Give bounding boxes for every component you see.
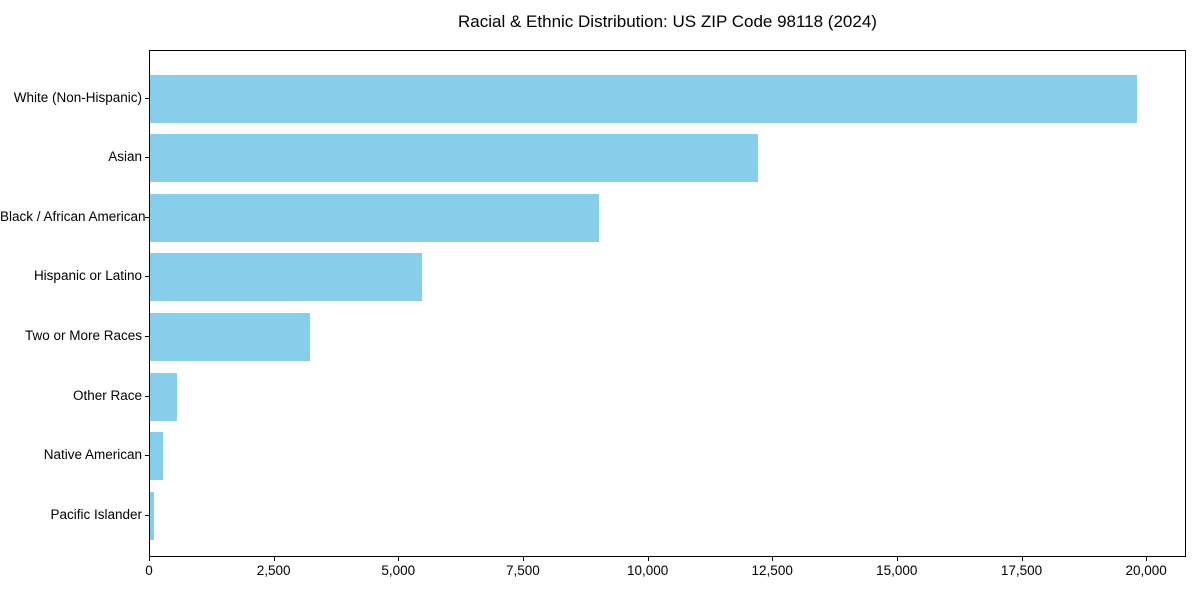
bar-black-african-american — [150, 193, 599, 242]
x-tick-mark — [273, 557, 275, 561]
x-tick-mark — [896, 557, 898, 561]
bar-two-or-more-races — [150, 313, 310, 362]
y-axis-label-asian: Asian — [108, 149, 142, 165]
x-axis-tick-label: 5,000 — [381, 563, 416, 578]
y-tick-mark — [145, 216, 149, 218]
y-tick-mark — [145, 97, 149, 99]
x-axis-tick-label: 2,500 — [256, 563, 291, 578]
y-axis-label-pacific-islander: Pacific Islander — [50, 506, 142, 522]
y-tick-mark — [145, 336, 149, 338]
y-axis-label-two-or-more-races: Two or More Races — [24, 328, 142, 344]
x-axis-tick-label: 12,500 — [751, 563, 793, 578]
x-tick-mark — [647, 557, 649, 561]
bar-asian — [150, 134, 759, 183]
x-tick-mark — [398, 557, 400, 561]
bar-hispanic-or-latino — [150, 253, 422, 302]
x-axis-tick-label: 7,500 — [505, 563, 540, 578]
x-axis-tick-label: 17,500 — [1000, 563, 1043, 578]
bar-other-race — [150, 372, 177, 421]
x-tick-mark — [522, 557, 524, 561]
x-tick-mark — [149, 557, 150, 561]
x-axis-tick-label: 10,000 — [626, 563, 669, 578]
x-tick-mark — [772, 557, 774, 561]
y-axis-label-hispanic-or-latino: Hispanic or Latino — [33, 268, 142, 284]
y-axis-label-white-non-hispanic: White (Non-Hispanic) — [13, 89, 142, 105]
y-axis-label-other-race: Other Race — [72, 387, 142, 403]
y-axis-label-native-american: Native American — [43, 447, 142, 463]
bar-native-american — [150, 432, 163, 481]
y-tick-mark — [145, 395, 149, 397]
plot-area — [149, 50, 1186, 557]
x-tick-mark — [1021, 557, 1023, 561]
y-tick-mark — [145, 157, 149, 159]
y-tick-mark — [145, 514, 149, 516]
bar-pacific-islander — [150, 491, 154, 540]
y-axis-label-black-african-american: Black / African American — [0, 208, 146, 224]
x-tick-mark — [1146, 557, 1148, 561]
x-axis-tick-label: 15,000 — [876, 563, 918, 578]
x-axis-tick-label: 20,000 — [1125, 563, 1167, 578]
y-tick-mark — [145, 455, 149, 457]
chart-title: Racial & Ethnic Distribution: US ZIP Cod… — [458, 12, 877, 31]
x-axis-tick-label: 0 — [145, 563, 153, 578]
bar-white-non-hispanic — [150, 74, 1138, 123]
y-tick-mark — [145, 276, 149, 278]
